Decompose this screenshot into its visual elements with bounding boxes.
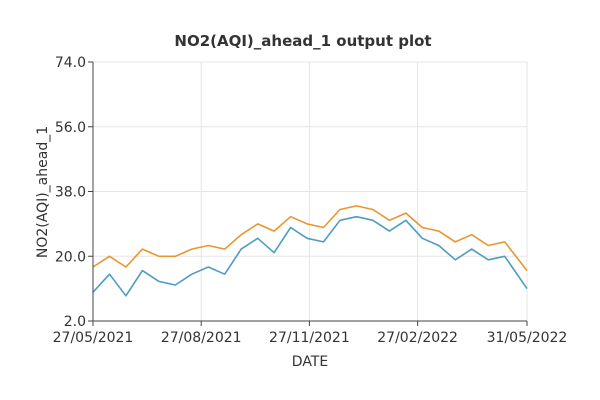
y-ticks: 2.0 20.0 38.0 56.0 74.0 [55,55,93,330]
y-tick-label: 74.0 [55,55,86,71]
y-axis-label: NO2(AQI)_ahead_1 [35,126,51,258]
x-axis-label: DATE [292,354,328,370]
x-tick-label: 27/08/2021 [161,330,242,346]
y-tick-label: 20.0 [55,249,86,265]
series-line-1 [92,215,528,297]
chart-title: NO2(AQI)_ahead_1 output plot [174,32,431,50]
x-tick-label: 27/11/2021 [269,330,350,346]
x-tick-label: 27/02/2022 [377,330,458,346]
y-tick-label: 56.0 [55,120,86,136]
x-tick-label: 31/05/2022 [487,330,568,346]
series-line-2 [92,205,528,272]
series-layer [92,205,528,297]
x-ticks: 27/05/2021 27/08/2021 27/11/2021 27/02/2022… [53,321,568,346]
x-tick-label: 27/05/2021 [53,330,134,346]
y-tick-label: 2.0 [64,314,86,330]
grid [92,61,528,322]
y-tick-label: 38.0 [55,185,86,201]
